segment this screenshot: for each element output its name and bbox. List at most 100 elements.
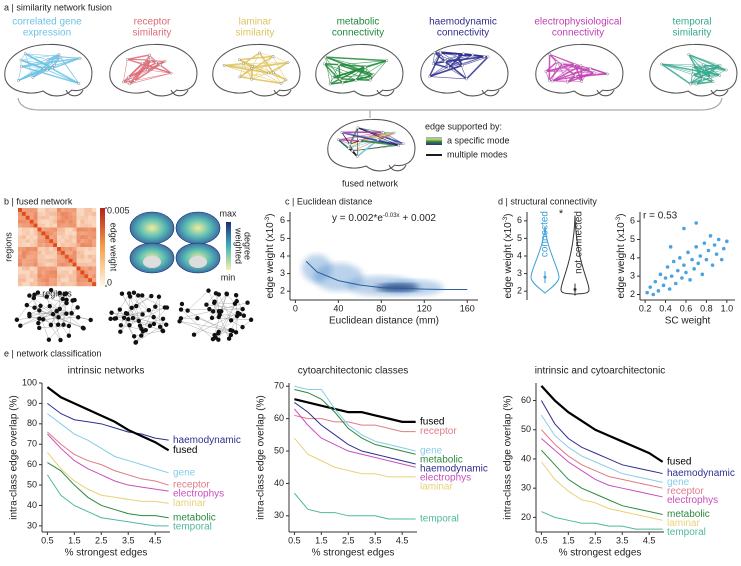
- matrix-cell: [29, 278, 34, 283]
- matrix-cell: [25, 219, 30, 224]
- matrix-cell: [45, 208, 50, 213]
- y-axis-label-part: edge weight (x10: [503, 222, 514, 299]
- brain-node: [77, 82, 81, 85]
- matrix-cell: [33, 243, 38, 248]
- network-node: [216, 314, 221, 320]
- matrix-cell: [80, 243, 85, 248]
- matrix-cell: [72, 223, 77, 228]
- brain-edge: [341, 132, 404, 144]
- brain-node: [145, 68, 149, 72]
- matrix-cell: [57, 243, 62, 248]
- series-line: [294, 388, 416, 455]
- series-line: [47, 452, 169, 504]
- series-label: gene: [667, 477, 690, 488]
- matrix-cell: [88, 266, 93, 271]
- matrix-cell: [92, 223, 97, 228]
- brain-edge: [692, 74, 720, 76]
- brain-node: [52, 63, 56, 67]
- brain-node: [382, 131, 385, 134]
- network-node: [27, 293, 32, 298]
- brain-network: [649, 43, 738, 97]
- network-node: [245, 300, 250, 305]
- brain-edge: [272, 72, 287, 81]
- matrix-cell: [84, 274, 89, 279]
- x-tick-label: 4.5: [149, 535, 162, 545]
- network-node: [24, 302, 30, 308]
- y-tick-label: 70: [274, 381, 284, 391]
- matrix-cell: [60, 211, 65, 216]
- brain-edge: [359, 131, 383, 141]
- matrix-cell: [92, 235, 97, 240]
- brain-edge: [696, 80, 714, 85]
- matrix-cell: [72, 262, 77, 267]
- network-edge: [50, 289, 67, 304]
- matrix-cell: [53, 247, 58, 252]
- brain-edge: [551, 65, 582, 82]
- matrix-cell: [88, 270, 93, 275]
- network-node: [61, 322, 66, 327]
- brain-edge: [690, 64, 704, 85]
- matrix-cell: [76, 258, 81, 263]
- matrix-cell: [37, 278, 42, 283]
- matrix-cell: [72, 250, 77, 255]
- degree-label: degree: [243, 232, 253, 260]
- network-edge: [214, 302, 235, 304]
- brain-edge: [545, 67, 591, 72]
- network-node: [204, 302, 209, 307]
- matrix-cell: [64, 239, 69, 244]
- matrix-cell: [76, 270, 81, 275]
- matrix-cell: [21, 282, 26, 287]
- network-node: [140, 312, 145, 317]
- brain-node: [358, 139, 362, 142]
- matrix-axis-label: regions: [42, 288, 72, 298]
- brain-node: [691, 65, 695, 68]
- matrix-cell: [18, 208, 23, 213]
- matrix-cell: [49, 239, 54, 244]
- matrix-cell: [29, 247, 34, 252]
- matrix-cell: [68, 219, 73, 224]
- matrix-cell: [41, 239, 46, 244]
- matrix-cell: [21, 219, 26, 224]
- matrix-cell: [49, 282, 54, 287]
- brain-edge: [352, 145, 399, 152]
- x-tick-label: 0.6: [680, 303, 693, 313]
- brain-node: [125, 57, 129, 61]
- network-node: [146, 307, 152, 313]
- matrix-cell: [53, 243, 58, 248]
- series-label: gene: [173, 467, 196, 478]
- brain-edge: [127, 58, 172, 74]
- x-tick-label: 3.5: [122, 535, 135, 545]
- y-tick-label: 60: [521, 395, 531, 405]
- matrix-cell: [53, 262, 58, 267]
- network-node: [64, 297, 69, 303]
- matrix-cell: [64, 243, 69, 248]
- y-tick-label: 40: [274, 478, 284, 488]
- network-node: [134, 303, 139, 309]
- matrix-cell: [60, 215, 65, 220]
- matrix-cell: [45, 243, 50, 248]
- matrix-cell: [18, 262, 23, 267]
- matrix-cell: [84, 262, 89, 267]
- brain-edge: [462, 56, 489, 66]
- matrix-cell: [84, 235, 89, 240]
- matrix-cell: [68, 239, 73, 244]
- network-node: [57, 306, 63, 312]
- matrix-cell: [68, 258, 73, 263]
- brain-edge: [383, 132, 399, 146]
- fit-equation-part: + 0.002: [400, 213, 437, 224]
- matrix-cell: [33, 254, 38, 259]
- matrix-cell: [60, 282, 65, 287]
- brain-edge: [545, 63, 575, 73]
- x-tick-label: 0.5: [41, 535, 54, 545]
- series-line: [540, 400, 663, 475]
- brain-node: [133, 79, 136, 83]
- matrix-cell: [84, 247, 89, 252]
- brain-node: [57, 53, 61, 56]
- violin-median: [543, 275, 547, 279]
- matrix-cell: [76, 208, 81, 213]
- brain-node: [141, 62, 144, 65]
- matrix-cell: [60, 274, 65, 279]
- matrix-cell: [21, 247, 26, 252]
- matrix-cell: [37, 243, 42, 248]
- matrix-cell: [68, 262, 73, 267]
